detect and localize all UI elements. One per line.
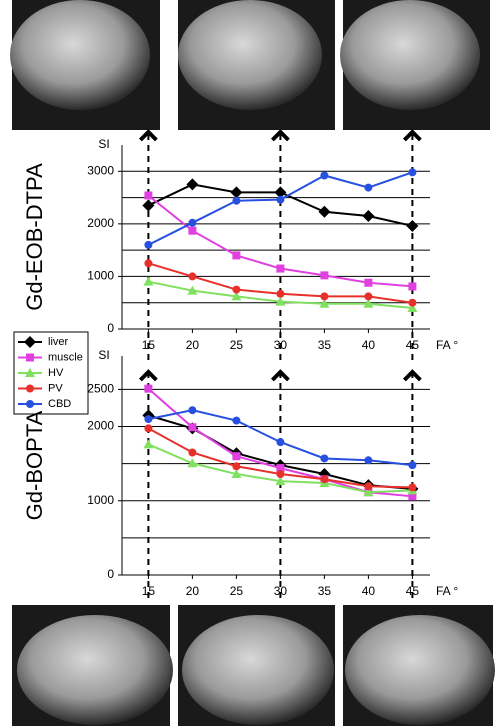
data-point	[231, 291, 242, 301]
y-tick-label: 2500	[87, 382, 114, 396]
y-axis-label: SI	[98, 137, 109, 151]
data-point	[408, 282, 417, 291]
data-point	[188, 423, 197, 432]
data-point	[276, 464, 285, 473]
data-point	[232, 285, 241, 294]
data-point	[143, 276, 154, 286]
data-point	[187, 285, 198, 295]
data-point	[144, 240, 153, 249]
legend-label: PV	[48, 382, 63, 394]
legend-marker	[26, 353, 34, 362]
data-point	[362, 209, 375, 222]
mri-images-top	[10, 0, 490, 130]
data-point	[186, 178, 199, 191]
data-point	[274, 186, 287, 199]
data-point	[320, 454, 329, 463]
data-point	[188, 218, 197, 227]
data-point	[406, 219, 419, 232]
data-point	[232, 251, 241, 260]
data-point	[364, 292, 373, 301]
data-point	[363, 487, 374, 497]
data-point	[144, 259, 153, 268]
data-point	[276, 264, 285, 273]
data-point	[364, 456, 373, 465]
data-point	[320, 292, 329, 301]
y-tick-label: 2000	[87, 419, 114, 433]
x-axis-label: FA °	[436, 338, 458, 352]
data-point	[144, 415, 153, 424]
legend-label: CBD	[48, 398, 71, 410]
data-point	[187, 458, 198, 468]
data-point	[320, 475, 329, 484]
data-point	[275, 476, 286, 486]
data-point	[407, 302, 418, 312]
y-tick-label: 1000	[87, 269, 114, 283]
legend-marker	[25, 368, 35, 377]
x-tick-label: 35	[318, 338, 332, 352]
legend-marker	[26, 384, 34, 393]
x-tick-label: 20	[186, 338, 200, 352]
data-point	[319, 298, 330, 308]
data-point	[144, 424, 153, 433]
data-point	[364, 183, 373, 192]
chart-title: Gd-BOPTA	[22, 410, 47, 520]
data-point	[320, 271, 329, 280]
y-axis-label: SI	[98, 348, 109, 362]
data-point	[232, 452, 241, 461]
data-point	[276, 470, 285, 479]
data-point	[188, 448, 197, 457]
x-tick-label: 25	[230, 338, 244, 352]
data-point	[144, 384, 153, 393]
data-point	[276, 438, 285, 447]
x-tick-label: 20	[186, 584, 200, 598]
data-point	[188, 406, 197, 415]
data-point	[276, 195, 285, 204]
data-point	[318, 205, 331, 218]
y-tick-label: 3000	[87, 163, 114, 177]
data-point	[232, 462, 241, 471]
x-tick-label: 40	[362, 584, 376, 598]
data-point	[232, 196, 241, 205]
data-point	[364, 482, 373, 491]
mri-images-bottom	[12, 605, 495, 726]
data-point	[408, 461, 417, 470]
data-point	[188, 226, 197, 235]
x-axis-label: FA °	[436, 584, 458, 598]
legend-label: liver	[48, 336, 69, 348]
x-tick-label: 45	[406, 584, 420, 598]
series-line	[147, 194, 413, 288]
y-tick-label: 1000	[87, 493, 114, 507]
data-point	[408, 492, 417, 501]
chart-title: Gd-EOB-DTPA	[22, 163, 47, 311]
data-point	[230, 186, 243, 199]
legend-marker	[24, 336, 36, 348]
data-point	[364, 278, 373, 287]
legend-marker	[26, 400, 34, 408]
y-tick-label: 0	[107, 321, 114, 335]
data-point	[142, 199, 155, 212]
data-point	[363, 298, 374, 308]
x-tick-label: 40	[362, 338, 376, 352]
y-tick-label: 0	[107, 567, 114, 581]
x-tick-label: 30	[274, 584, 288, 598]
data-point	[408, 168, 417, 177]
data-point	[276, 289, 285, 298]
legend-label: muscle	[48, 351, 83, 363]
data-point	[232, 416, 241, 425]
data-point	[143, 439, 154, 449]
data-point	[188, 272, 197, 281]
data-point	[320, 171, 329, 180]
data-point	[231, 469, 242, 479]
x-tick-label: 15	[142, 584, 156, 598]
data-point	[408, 298, 417, 307]
x-tick-label: 35	[318, 584, 332, 598]
legend-label: HV	[48, 367, 64, 379]
data-point	[408, 483, 417, 492]
data-point	[144, 191, 153, 200]
x-tick-label: 25	[230, 584, 244, 598]
data-point	[275, 296, 286, 306]
y-tick-label: 2000	[87, 216, 114, 230]
